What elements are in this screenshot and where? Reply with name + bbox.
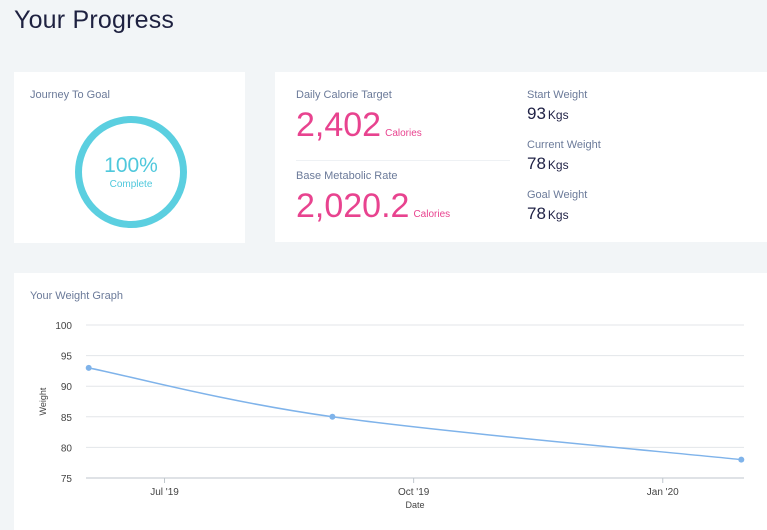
current-weight-value: 78 — [527, 154, 546, 173]
bmr-label: Base Metabolic Rate — [296, 170, 398, 182]
x-axis-title: Date — [405, 500, 424, 510]
weight-data-point — [738, 456, 745, 463]
y-tick-label: 95 — [61, 352, 73, 363]
x-tick-label: Oct '19 — [398, 487, 430, 498]
start-weight-unit: Kgs — [547, 108, 569, 122]
current-weight-unit: Kgs — [547, 158, 569, 172]
goal-weight-unit: Kgs — [547, 208, 569, 222]
y-tick-label: 100 — [55, 321, 72, 332]
bmr-unit: Calories — [413, 209, 451, 220]
stats-card: Daily Calorie Target 2,402 Calories Base … — [275, 72, 767, 242]
calorie-target-unit: Calories — [385, 128, 422, 139]
start-weight-block: Start Weight 93 Kgs — [527, 89, 587, 124]
bmr-value: 2,020.2 — [296, 187, 410, 225]
current-weight-block: Current Weight 78 Kgs — [527, 139, 601, 174]
calorie-target-value: 2,402 — [296, 106, 382, 144]
weight-data-point — [85, 364, 92, 371]
stat-divider — [296, 160, 510, 161]
bmr-block: Base Metabolic Rate 2,020.2 Calories — [296, 170, 450, 223]
weight-graph-card: Your Weight Graph 75 80 85 90 95 100 Jul '19 Oc… — [14, 273, 767, 530]
journey-card: Journey To Goal 100% Complete — [14, 72, 245, 243]
y-tick-label: 85 — [61, 413, 73, 424]
goal-weight-block: Goal Weight 78 Kgs — [527, 189, 587, 224]
y-tick-label: 75 — [61, 474, 73, 485]
start-weight-label: Start Weight — [527, 89, 588, 101]
weight-chart: 75 80 85 90 95 100 Jul '19 Oct '19 Jan '20 Date We… — [38, 321, 745, 510]
start-weight-value: 93 — [527, 104, 546, 123]
weight-data-point — [329, 413, 336, 420]
page-title: Your Progress — [14, 6, 175, 34]
y-tick-label: 90 — [61, 382, 73, 393]
journey-label: Journey To Goal — [30, 89, 110, 101]
goal-weight-label: Goal Weight — [527, 189, 588, 201]
x-tick-label: Jan '20 — [647, 487, 679, 498]
weight-series-line — [88, 367, 742, 461]
progress-status: Complete — [109, 178, 153, 190]
calorie-target-label: Daily Calorie Target — [296, 89, 392, 101]
weight-graph-title: Your Weight Graph — [30, 290, 123, 302]
current-weight-label: Current Weight — [527, 139, 601, 151]
y-tick-label: 80 — [61, 443, 73, 454]
progress-percent: 100% — [104, 154, 158, 178]
progress-ring: 100% Complete — [75, 116, 187, 228]
calorie-target-block: Daily Calorie Target 2,402 Calories — [296, 89, 422, 142]
goal-weight-value: 78 — [527, 204, 546, 223]
y-axis-title: Weight — [38, 387, 48, 415]
x-tick-label: Jul '19 — [150, 487, 179, 498]
